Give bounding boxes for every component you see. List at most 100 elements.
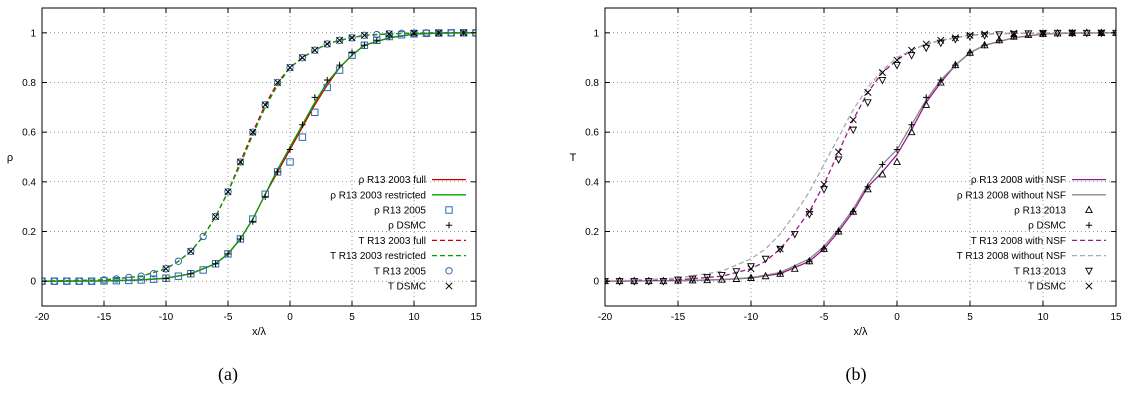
data-point	[385, 30, 393, 38]
data-point	[149, 275, 158, 283]
plot-frame	[41, 7, 477, 307]
data-point	[445, 282, 453, 290]
data-point	[805, 208, 813, 216]
panel-caption: (a)	[218, 364, 238, 385]
data-point	[732, 268, 741, 276]
data-point	[717, 275, 726, 283]
plot-area	[605, 28, 1116, 286]
data-point	[879, 161, 886, 168]
data-point	[937, 36, 945, 44]
data-point	[820, 186, 828, 194]
data-point	[747, 274, 755, 282]
x-tick-label: -20	[598, 312, 613, 323]
x-tick-label: -15	[671, 312, 686, 323]
data-point	[336, 61, 343, 69]
x-tick-label: 5	[967, 312, 973, 323]
data-point	[790, 230, 799, 239]
legend-label: ρ R13 2008 without NSF	[957, 190, 1066, 201]
legend-label: T R13 2003 full	[358, 236, 426, 247]
data-point	[361, 42, 368, 49]
data-point	[261, 101, 269, 109]
data-point	[1068, 29, 1076, 37]
data-point	[936, 39, 945, 48]
data-point	[1085, 222, 1093, 229]
data-point	[311, 46, 319, 54]
data-point	[445, 267, 453, 275]
y-tick-label: 0.2	[22, 227, 36, 238]
data-point	[630, 278, 639, 286]
y-tick-label: 0.8	[585, 78, 599, 89]
data-point	[397, 29, 406, 38]
data-point	[863, 184, 872, 193]
data-point	[336, 36, 344, 44]
data-point	[360, 31, 368, 39]
data-point	[893, 146, 901, 153]
legend-label: ρ DSMC	[1028, 221, 1066, 232]
data-point	[459, 29, 468, 37]
data-point	[422, 29, 431, 37]
y-axis-label: ρ	[7, 152, 13, 164]
x-tick-label: 5	[349, 312, 355, 323]
data-point	[435, 29, 443, 37]
data-point	[298, 54, 306, 62]
legend-label: ρ R13 2003 restricted	[330, 190, 426, 201]
data-point	[100, 276, 108, 284]
data-point	[373, 30, 381, 39]
data-point	[820, 180, 828, 188]
data-point	[249, 218, 256, 225]
legend: ρ R13 2003 full ρ R13 2003 restricted ρ R1…	[330, 175, 466, 293]
legend: ρ R13 2008 with NSF ρ R13 2008 without NS…	[957, 175, 1106, 293]
y-tick-label: 0.4	[585, 177, 599, 188]
data-point	[674, 276, 682, 285]
y-tick-label: 0	[593, 277, 599, 288]
data-point	[923, 94, 930, 101]
series-6	[42, 29, 476, 285]
data-point	[348, 49, 356, 56]
data-point	[835, 228, 842, 235]
data-point	[936, 78, 945, 86]
data-point	[850, 208, 857, 215]
x-tick-label: 10	[1037, 312, 1049, 323]
data-point	[761, 271, 770, 280]
data-point	[299, 121, 306, 128]
data-point	[348, 34, 356, 42]
data-point	[835, 148, 843, 156]
data-point	[460, 29, 468, 37]
x-tick-label: -5	[820, 312, 829, 323]
data-point	[908, 121, 915, 128]
data-point	[75, 277, 83, 285]
data-point	[274, 168, 281, 176]
legend-label: ρ R13 2013	[1014, 206, 1066, 217]
data-point	[298, 133, 307, 141]
data-point	[286, 146, 294, 153]
data-point	[162, 265, 170, 273]
y-tick-label: 1	[593, 28, 599, 39]
data-point	[125, 276, 133, 285]
x-tick-label: -10	[744, 312, 759, 323]
y-tick-label: 0.8	[22, 78, 36, 89]
data-point	[286, 63, 294, 72]
data-point	[644, 278, 653, 286]
data-point	[659, 278, 668, 286]
y-tick-label: 0.6	[22, 128, 36, 139]
y-tick-label: 0	[30, 277, 36, 288]
series-5	[605, 32, 1116, 282]
legend-label: ρ DSMC	[388, 221, 426, 232]
data-point	[908, 46, 916, 54]
data-point	[1024, 30, 1033, 38]
data-point	[199, 266, 207, 274]
data-point	[137, 272, 145, 280]
data-point	[922, 44, 931, 53]
x-tick-label: -10	[159, 312, 174, 323]
data-point	[937, 76, 944, 84]
data-point	[703, 274, 712, 282]
data-point	[834, 156, 843, 164]
data-point	[261, 101, 269, 109]
data-point	[149, 270, 158, 278]
data-point	[323, 83, 331, 92]
data-point	[747, 265, 755, 273]
data-point	[1039, 29, 1047, 37]
data-point	[112, 275, 121, 283]
plot-frame	[604, 7, 1117, 307]
legend-label: T R13 2005	[374, 266, 427, 277]
